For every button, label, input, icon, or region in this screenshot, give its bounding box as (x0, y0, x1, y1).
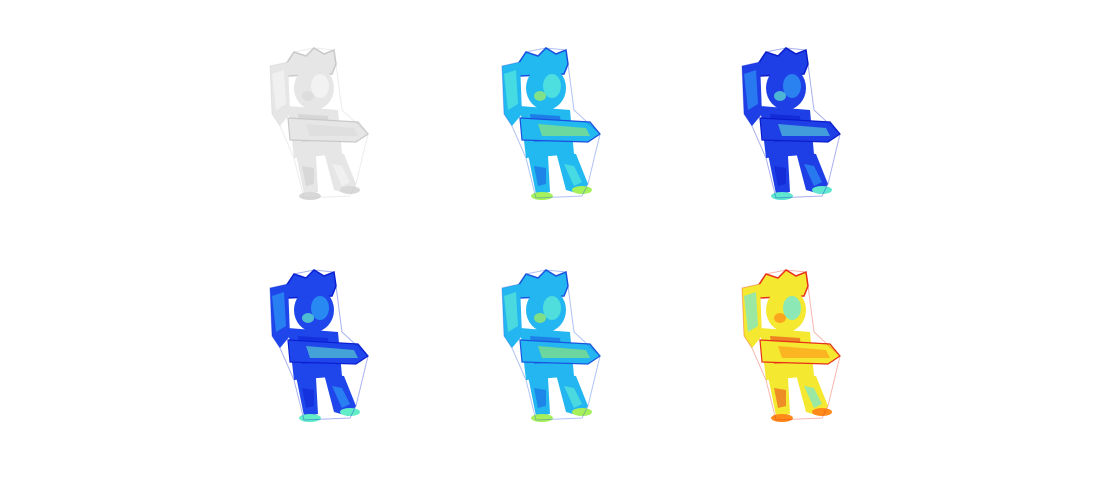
statue-heatmap-blue-2 (258, 266, 378, 426)
foot-right (812, 186, 832, 194)
statue-heatmap-blue-1 (730, 44, 850, 204)
foot-left (771, 414, 793, 422)
foot-left (531, 192, 553, 200)
foot-right (340, 408, 360, 416)
statue-heatmap-cyan-1 (490, 44, 610, 204)
foot-right (812, 408, 832, 416)
statue-heatmap-hot (730, 266, 850, 426)
foot-right (572, 408, 592, 416)
foot-right (572, 186, 592, 194)
statue-heatmap-cyan-2 (490, 266, 610, 426)
statue-render-gray (258, 44, 378, 204)
foot-left (531, 414, 553, 422)
foot-left (299, 414, 321, 422)
foot-left (771, 192, 793, 200)
foot-left (299, 192, 321, 200)
foot-right (340, 186, 360, 194)
